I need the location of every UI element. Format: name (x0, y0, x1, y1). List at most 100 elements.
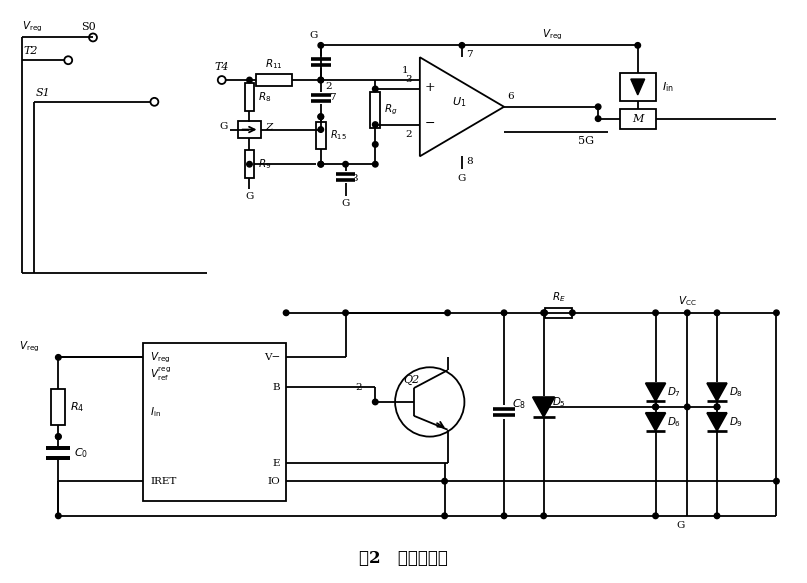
Circle shape (56, 354, 61, 360)
Circle shape (56, 513, 61, 519)
Circle shape (373, 122, 378, 127)
Circle shape (501, 513, 507, 519)
Text: G: G (341, 199, 349, 208)
Text: $C_8$: $C_8$ (512, 397, 526, 411)
Bar (143, 342, 286, 501)
Circle shape (318, 127, 324, 132)
Circle shape (596, 116, 601, 121)
Text: B: B (273, 382, 280, 392)
Text: $R_E$: $R_E$ (552, 290, 566, 304)
Text: 7: 7 (328, 93, 336, 103)
Circle shape (541, 310, 546, 315)
Circle shape (774, 310, 780, 315)
Polygon shape (646, 383, 666, 401)
Polygon shape (707, 383, 727, 401)
Polygon shape (631, 79, 645, 95)
Text: 图2   变送电路图: 图2 变送电路图 (358, 550, 447, 567)
Circle shape (56, 434, 61, 440)
Text: $R_g$: $R_g$ (384, 103, 398, 117)
Text: G: G (309, 31, 318, 40)
Circle shape (441, 513, 447, 519)
Text: G: G (220, 122, 228, 131)
Bar (245, 83, 254, 111)
Text: $D_6$: $D_6$ (667, 415, 682, 429)
Polygon shape (533, 397, 554, 417)
Circle shape (318, 78, 324, 83)
Text: 3: 3 (405, 75, 412, 84)
Text: E: E (273, 459, 280, 468)
Circle shape (596, 104, 601, 110)
Text: 7: 7 (466, 50, 473, 59)
Bar (245, 150, 254, 178)
Circle shape (684, 310, 690, 315)
Circle shape (653, 404, 659, 410)
Text: $U_1$: $U_1$ (452, 95, 466, 108)
Text: $R_{11}$: $R_{11}$ (266, 57, 283, 71)
Text: 8: 8 (466, 157, 473, 166)
Text: V−: V− (264, 353, 280, 362)
Text: 1: 1 (402, 66, 408, 75)
Polygon shape (646, 413, 666, 431)
Text: $R_8$: $R_8$ (258, 90, 272, 104)
Polygon shape (707, 413, 727, 431)
Bar (237, 121, 261, 139)
Text: IO: IO (267, 477, 280, 486)
Bar (52, 389, 65, 425)
Text: −: − (424, 117, 435, 130)
Circle shape (56, 434, 61, 440)
Circle shape (318, 161, 324, 167)
Text: 6: 6 (507, 92, 513, 101)
Text: $V_{\rm ref}^{\rm reg}$: $V_{\rm ref}^{\rm reg}$ (150, 366, 172, 383)
Circle shape (373, 399, 378, 405)
Circle shape (318, 43, 324, 48)
Text: $V_{\rm reg}$: $V_{\rm reg}$ (22, 20, 42, 34)
Circle shape (318, 78, 324, 83)
Text: $D_7$: $D_7$ (667, 385, 681, 399)
Circle shape (684, 404, 690, 410)
Text: S0: S0 (81, 22, 96, 31)
Circle shape (541, 513, 546, 519)
Text: 2: 2 (326, 82, 332, 91)
Text: T2: T2 (23, 46, 38, 57)
Text: $R_{15}$: $R_{15}$ (330, 129, 346, 142)
Text: 2: 2 (356, 382, 362, 392)
Circle shape (373, 161, 378, 167)
Text: M: M (632, 114, 643, 124)
Circle shape (318, 161, 324, 167)
Circle shape (459, 43, 465, 48)
Text: G: G (245, 192, 253, 201)
Text: +: + (424, 82, 435, 94)
Circle shape (445, 310, 450, 315)
Circle shape (318, 114, 324, 120)
Text: T4: T4 (215, 62, 229, 72)
Circle shape (441, 479, 447, 484)
Circle shape (501, 310, 507, 315)
Text: $I_{\rm in}$: $I_{\rm in}$ (150, 405, 161, 419)
Circle shape (714, 310, 720, 315)
Text: IRET: IRET (150, 477, 177, 486)
Text: $R_4$: $R_4$ (70, 400, 85, 414)
Bar (620, 109, 655, 129)
Circle shape (653, 310, 659, 315)
Bar (545, 308, 572, 318)
Circle shape (318, 114, 324, 120)
Circle shape (635, 43, 641, 48)
Text: $V_{\rm CC}$: $V_{\rm CC}$ (678, 294, 696, 308)
Circle shape (714, 404, 720, 410)
Circle shape (247, 161, 253, 167)
Text: Z: Z (266, 123, 273, 132)
Text: 5G: 5G (579, 136, 594, 146)
Circle shape (541, 310, 547, 315)
Text: G: G (458, 174, 466, 183)
Text: 2: 2 (405, 129, 412, 139)
Circle shape (343, 310, 349, 315)
Circle shape (283, 310, 289, 315)
Circle shape (247, 78, 253, 83)
Circle shape (373, 142, 378, 147)
Bar (257, 74, 292, 86)
Text: $R_9$: $R_9$ (258, 157, 272, 171)
Circle shape (774, 479, 780, 484)
Circle shape (714, 404, 720, 410)
Text: $V_{\rm reg}$: $V_{\rm reg}$ (19, 340, 40, 354)
Text: Q2: Q2 (404, 375, 420, 385)
